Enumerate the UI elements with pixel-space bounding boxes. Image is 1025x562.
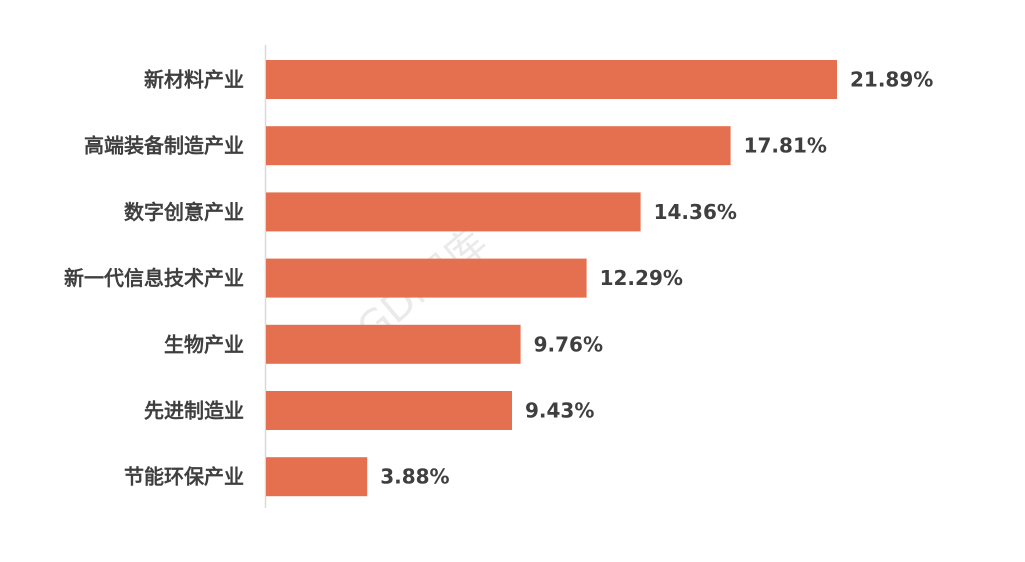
bar [266, 457, 368, 497]
category-label: 节能环保产业 [124, 465, 244, 489]
bar [266, 192, 641, 232]
category-label: 数字创意产业 [124, 200, 244, 224]
category-label: 高端装备制造产业 [84, 134, 244, 158]
bars-group: 新材料产业 21.89% 高端装备制造产业 17.81% 数字创意产业 14.36% 新一代… [64, 60, 933, 497]
bar [266, 60, 837, 99]
data-label: 12.29% [600, 266, 683, 290]
bar [266, 324, 521, 364]
category-label: 新一代信息技术产业 [64, 266, 244, 290]
data-label: 17.81% [744, 134, 827, 158]
category-label: 生物产业 [164, 332, 244, 356]
bar [266, 258, 587, 298]
data-label: 21.89% [850, 68, 933, 92]
bar [266, 391, 512, 430]
bar [266, 126, 731, 166]
category-label: 先进制造业 [144, 399, 244, 423]
data-label: 9.76% [534, 332, 603, 356]
data-label: 3.88% [380, 465, 449, 489]
data-label: 14.36% [654, 200, 737, 224]
category-label: 新材料产业 [144, 68, 244, 92]
data-label: 9.43% [525, 399, 594, 423]
